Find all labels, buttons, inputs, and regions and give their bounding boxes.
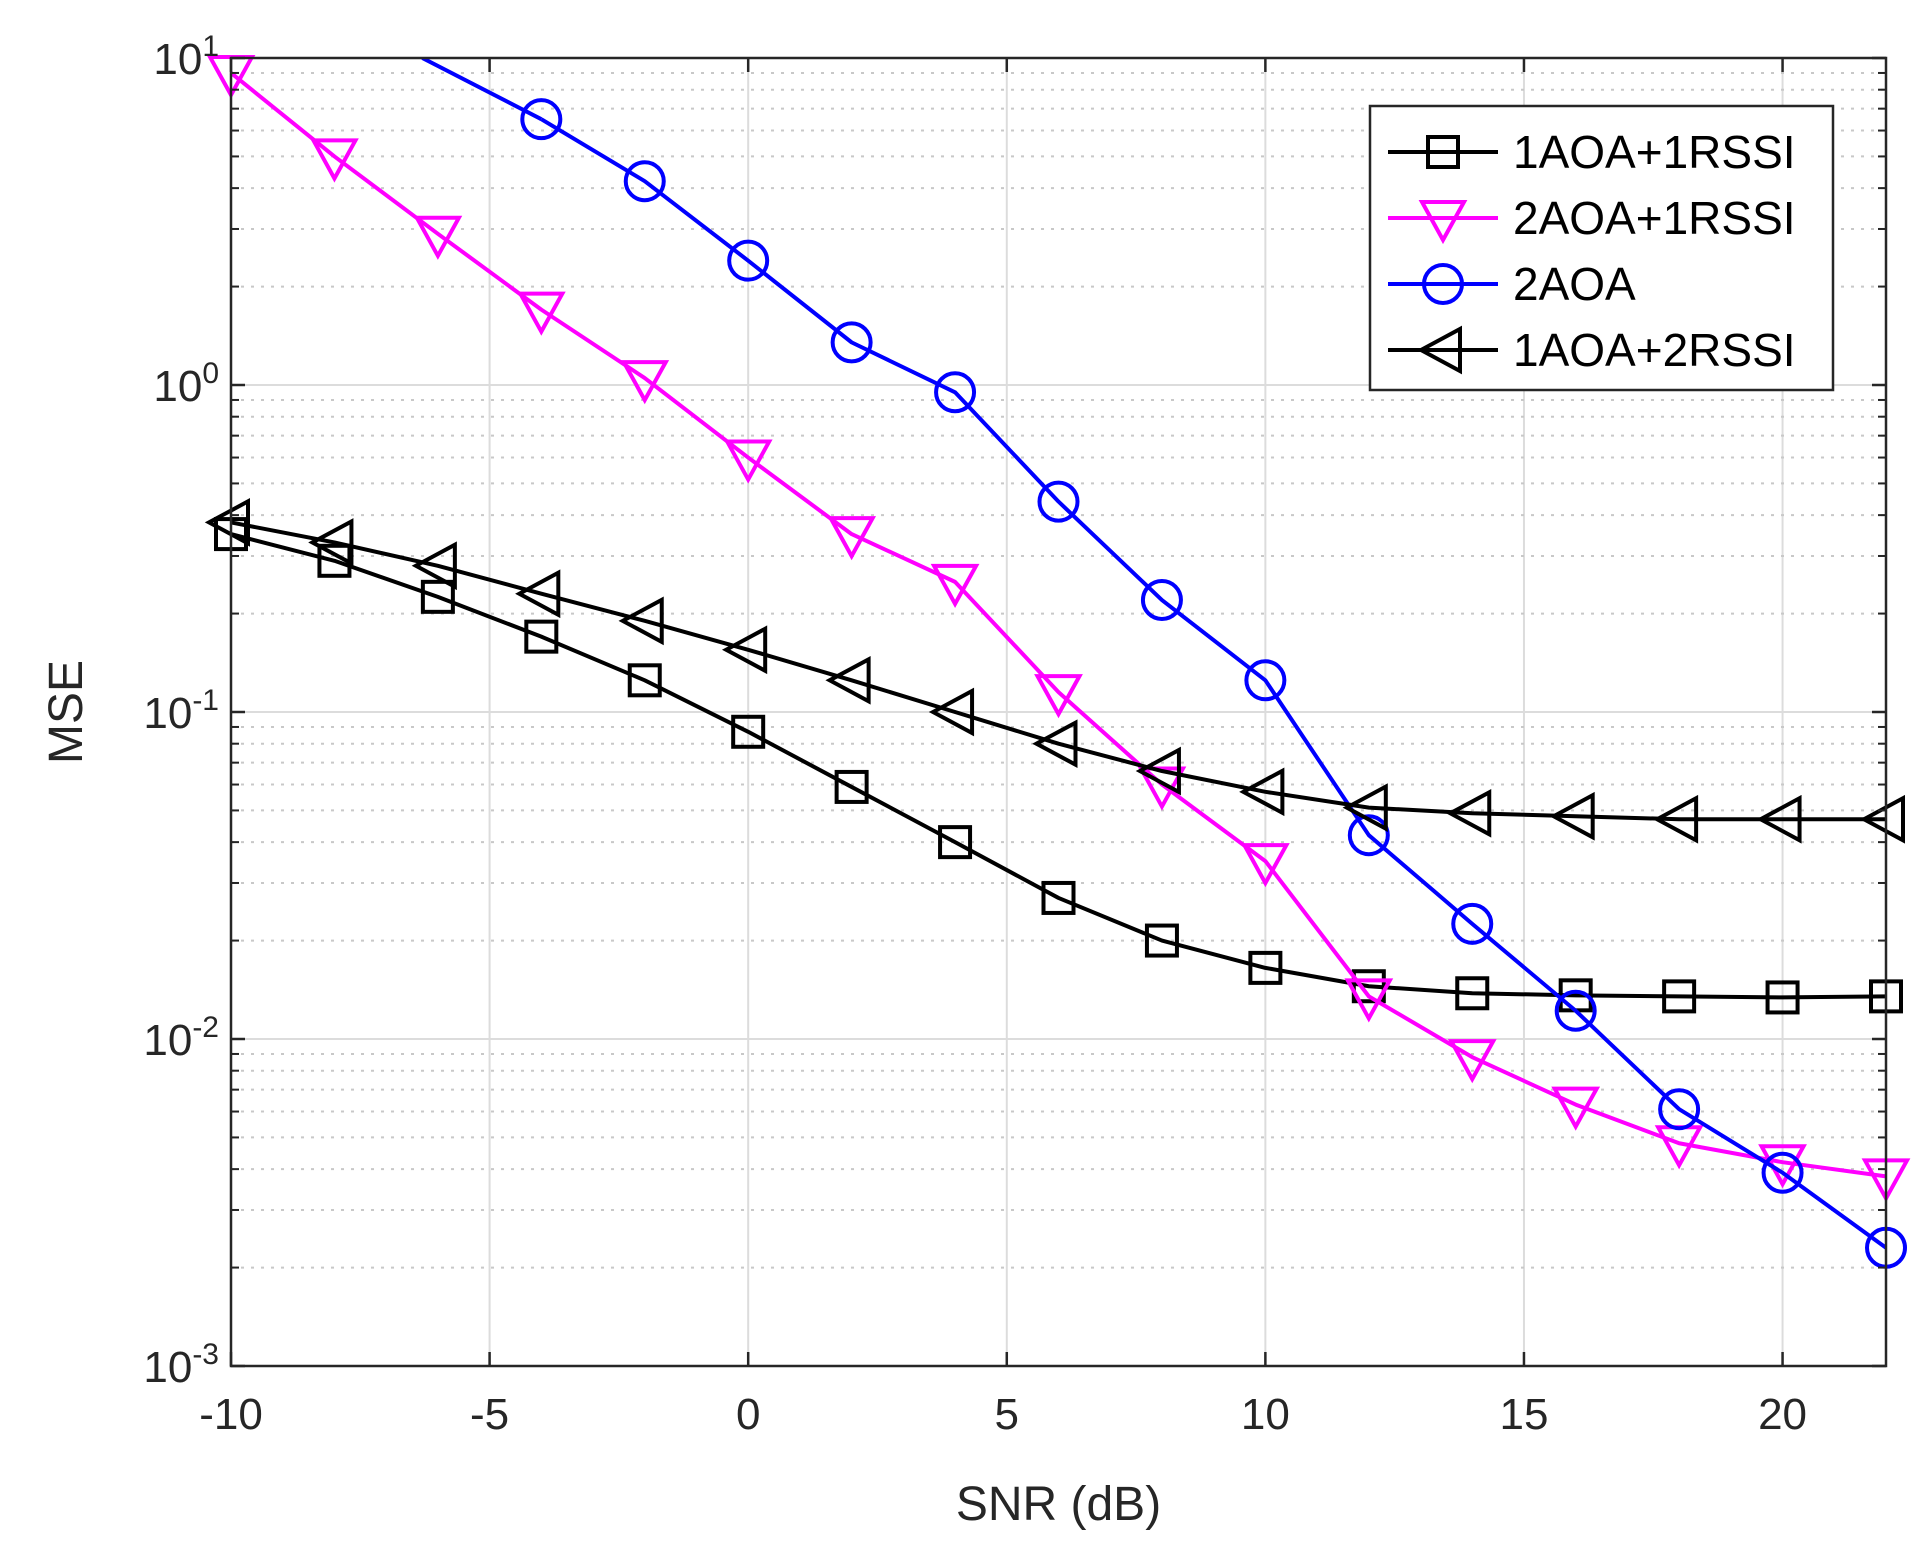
legend-entry-1aoa-1rssi: 1AOA+1RSSI: [1388, 126, 1796, 178]
data-point-marker: [1135, 746, 1181, 796]
axis-ticks: -10 -5 0 5 10 15 20 10-3 10-2 10-1 100 101: [143, 30, 1886, 1439]
legend-label: 1AOA+1RSSI: [1513, 126, 1796, 178]
data-point-marker: [830, 321, 873, 364]
data-point-marker: [1859, 794, 1905, 844]
x-tick-label: -10: [199, 1390, 263, 1439]
data-point-marker: [413, 215, 463, 260]
data-point-marker: [723, 439, 773, 484]
data-point-marker: [930, 563, 980, 609]
series-line-segment: [421, 58, 543, 121]
x-tick-label: 20: [1758, 1390, 1807, 1439]
data-point-marker: [1761, 1151, 1804, 1194]
series-lines: [204, 54, 1911, 1269]
data-point-marker: [938, 825, 973, 860]
data-point-marker: [1244, 659, 1287, 702]
data-point-marker: [1342, 783, 1388, 832]
data-point-marker: [934, 371, 977, 414]
data-point-marker: [825, 655, 871, 705]
data-point-marker: [1140, 579, 1183, 622]
data-point-marker: [1347, 814, 1390, 857]
data-point-marker: [1551, 1086, 1601, 1131]
data-point-marker: [1549, 791, 1595, 841]
data-point-marker: [928, 687, 975, 737]
data-point-marker: [1662, 979, 1697, 1014]
legend-entry-2aoa: 2AOA: [1388, 258, 1636, 310]
data-point-marker: [310, 138, 359, 183]
legend-marker: [1418, 200, 1468, 245]
data-point-marker: [1240, 843, 1290, 888]
series-line: [230, 520, 1886, 822]
data-point-marker: [204, 498, 250, 547]
series-1aoa-1rssi: [214, 517, 1903, 1015]
data-point-marker: [1032, 719, 1078, 769]
legend-label: 2AOA: [1513, 258, 1636, 310]
data-point-marker: [308, 518, 354, 567]
legend: 1AOA+1RSSI 2AOA+1RSSI 2AOA 1AOA+2RSSI: [1368, 104, 1835, 392]
legend-marker: [1422, 263, 1464, 305]
x-tick-label: 5: [995, 1390, 1019, 1439]
data-point-marker: [834, 769, 869, 804]
series-line: [229, 71, 1887, 1179]
data-point-marker: [827, 516, 877, 561]
x-axis-label: SNR (dB): [956, 1478, 1161, 1531]
data-point-marker: [516, 291, 566, 336]
data-point-marker: [618, 596, 664, 646]
x-tick-label: 0: [736, 1390, 760, 1439]
data-point-marker: [627, 663, 662, 698]
series-line: [230, 532, 1887, 1000]
series-1aoa-2rssi: [204, 498, 1905, 844]
data-point-marker: [1652, 794, 1699, 844]
data-point-marker: [1248, 950, 1283, 985]
x-tick-label: 15: [1499, 1390, 1548, 1439]
series-2aoa-1rssi: [206, 54, 1911, 1203]
legend-marker: [1416, 325, 1462, 375]
y-tick-label: 10-2: [143, 1011, 219, 1065]
data-point-marker: [623, 160, 666, 203]
data-point-marker: [1041, 880, 1076, 915]
legend-label: 2AOA+1RSSI: [1513, 192, 1796, 244]
data-point-marker: [1144, 923, 1179, 958]
data-point-marker: [420, 579, 455, 614]
legend-marker: [1426, 135, 1460, 169]
y-tick-label: 10-3: [143, 1338, 219, 1392]
data-point-marker: [1756, 794, 1802, 844]
data-point-marker: [1034, 674, 1083, 719]
data-point-marker: [515, 569, 561, 619]
series-line: [540, 117, 1888, 1250]
data-point-marker: [1344, 978, 1394, 1023]
data-point-marker: [620, 360, 670, 405]
data-point-marker: [1765, 980, 1800, 1015]
data-point-marker: [520, 98, 563, 141]
legend-entry-1aoa-2rssi: 1AOA+2RSSI: [1388, 324, 1796, 376]
data-point-marker: [1658, 1088, 1701, 1131]
data-point-marker: [411, 541, 457, 591]
data-point-marker: [1239, 767, 1285, 817]
data-point-marker: [1446, 788, 1492, 838]
data-point-marker: [1455, 976, 1490, 1011]
data-point-marker: [1351, 969, 1386, 1004]
y-tick-label: 101: [153, 30, 219, 84]
y-tick-label: 10-1: [143, 684, 219, 738]
data-point-marker: [1554, 989, 1597, 1032]
y-axis-label: MSE: [40, 660, 93, 764]
data-point-marker: [1447, 1039, 1497, 1084]
data-point-marker: [727, 239, 770, 282]
data-point-marker: [1037, 480, 1080, 523]
y-tick-label: 100: [153, 357, 219, 411]
data-point-marker: [524, 619, 559, 654]
data-point-marker: [721, 625, 768, 675]
x-tick-label: -5: [470, 1390, 509, 1439]
x-tick-label: 10: [1241, 1390, 1290, 1439]
legend-label: 1AOA+2RSSI: [1513, 324, 1796, 376]
data-point-marker: [1451, 902, 1494, 945]
legend-entry-2aoa-1rssi: 2AOA+1RSSI: [1388, 192, 1796, 245]
data-point-marker: [731, 714, 766, 749]
